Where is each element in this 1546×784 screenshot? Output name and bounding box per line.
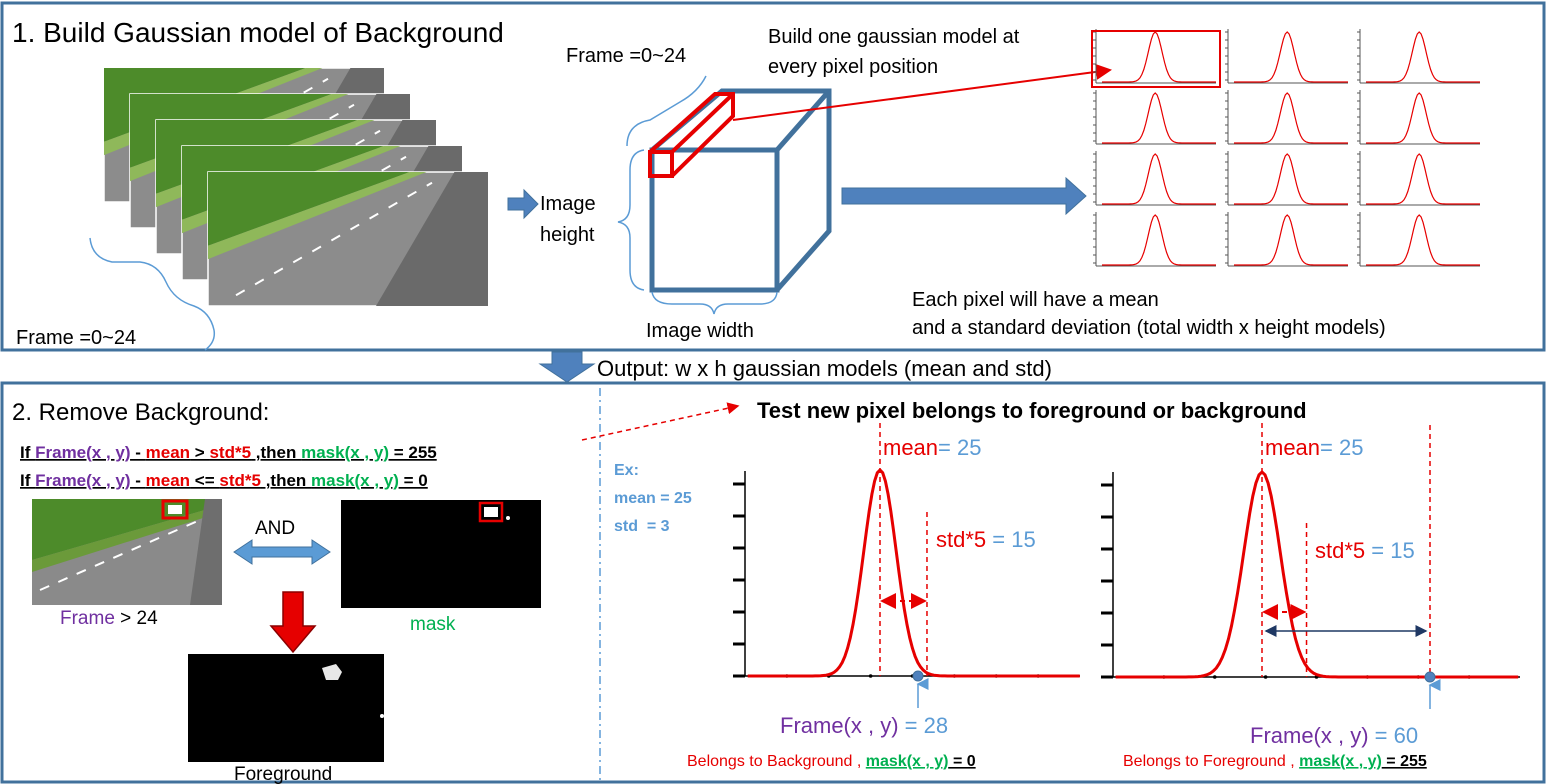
cube-bottom-brace — [651, 291, 778, 315]
gaussian-model-cell — [1225, 151, 1348, 206]
example-mean: mean = 25 — [614, 490, 692, 507]
video-frame-stack — [103, 67, 489, 307]
test-chart: mean= 25 std*5 = 15 Frame(x , y) = 60 Belon… — [1101, 423, 1520, 770]
and-label: AND — [255, 518, 295, 539]
gaussian-model-cell — [1093, 29, 1216, 84]
gaussian-curve — [1115, 469, 1519, 679]
gaussian-model-cell — [1357, 212, 1480, 267]
mask-image — [341, 500, 541, 608]
section2-title: 2. Remove Background: — [12, 399, 269, 426]
gaussian-model-cell — [1225, 90, 1348, 145]
highlight-model-box — [1091, 30, 1221, 88]
gaussian-curve — [747, 467, 1080, 678]
frame-value-label: Frame(x , y) = 28 — [780, 713, 948, 738]
gaussian-model-cell — [1357, 151, 1480, 206]
frame-thumbnail — [32, 499, 222, 605]
arrow-to-grid — [841, 176, 1087, 216]
test-chart: mean= 25 std*5 = 15 Frame(x , y) = 28 Belon… — [687, 423, 1080, 770]
rule-foreground: If Frame(x , y) - mean > std*5 ,then mas… — [20, 443, 437, 462]
gaussian-model-cell — [1093, 90, 1216, 145]
gaussian-model-grid — [1093, 29, 1480, 267]
frames-brace — [89, 237, 216, 351]
pixel-prism — [648, 92, 735, 178]
frame-value-label: Frame(x , y) = 60 — [1250, 723, 1418, 748]
frames-label: Frame =0~24 — [16, 327, 136, 349]
output-label: Output: w x h gaussian models (mean and … — [597, 356, 1052, 381]
gaussian-model-cell — [1225, 29, 1348, 84]
image-height-label-1: Image — [540, 193, 596, 215]
video-frame — [207, 171, 489, 307]
cube-top-brace — [626, 75, 707, 147]
x-tick — [1212, 675, 1217, 679]
foreground-caption: Foreground — [234, 764, 332, 784]
frame-caption: Frame > 24 — [60, 608, 158, 629]
gaussian-model-cell — [1093, 151, 1216, 206]
image-width-label: Image width — [646, 320, 754, 342]
and-result-arrow — [269, 591, 317, 654]
mask-caption: mask — [410, 614, 456, 635]
image-height-label-2: height — [540, 224, 595, 246]
gaussian-model-cell — [1357, 29, 1480, 84]
gaussian-model-cell — [1357, 90, 1480, 145]
mean-label: mean= 25 — [1265, 435, 1363, 460]
mean-label: mean= 25 — [883, 435, 981, 460]
verdict-label: Belongs to Foreground , mask(x , y) = 25… — [1123, 753, 1427, 770]
each-pixel-note-2: and a standard deviation (total width x … — [912, 317, 1386, 339]
gaussian-model-cell — [1093, 212, 1216, 267]
gaussian-model-cell — [1225, 212, 1348, 267]
rule-pointer — [581, 402, 740, 441]
foreground-image — [188, 654, 384, 762]
x-tick — [1263, 675, 1268, 679]
test-title: Test new pixel belongs to foreground or … — [757, 398, 1307, 423]
test-charts: mean= 25 std*5 = 15 Frame(x , y) = 28 Belon… — [687, 423, 1520, 770]
verdict-label: Belongs to Background , mask(x , y) = 0 — [687, 753, 976, 770]
build-note-2: every pixel position — [768, 56, 938, 78]
pointer-line — [732, 63, 1112, 121]
arrow-to-cube — [507, 188, 539, 220]
arrow-down-output — [538, 351, 596, 383]
example-std: std = 3 — [614, 518, 670, 535]
std-label: std*5 = 15 — [936, 527, 1036, 552]
section2-panel — [0, 381, 1546, 784]
each-pixel-note-1: Each pixel will have a mean — [912, 289, 1159, 311]
pixel-cube — [649, 88, 832, 293]
section1-panel — [0, 1, 1546, 352]
rule-background: If Frame(x , y) - mean <= std*5 ,then ma… — [20, 471, 428, 490]
pixel-point — [1424, 671, 1436, 683]
std-label: std*5 = 15 — [1315, 538, 1415, 563]
cube-left-brace — [617, 149, 645, 291]
example-ex: Ex: — [614, 462, 639, 479]
x-tick — [868, 674, 873, 678]
cube-frames-label: Frame =0~24 — [566, 45, 686, 67]
and-double-arrow — [233, 539, 331, 565]
section1-title: 1. Build Gaussian model of Background — [12, 17, 504, 48]
build-note-1: Build one gaussian model at — [768, 26, 1020, 48]
pixel-point — [912, 670, 924, 682]
